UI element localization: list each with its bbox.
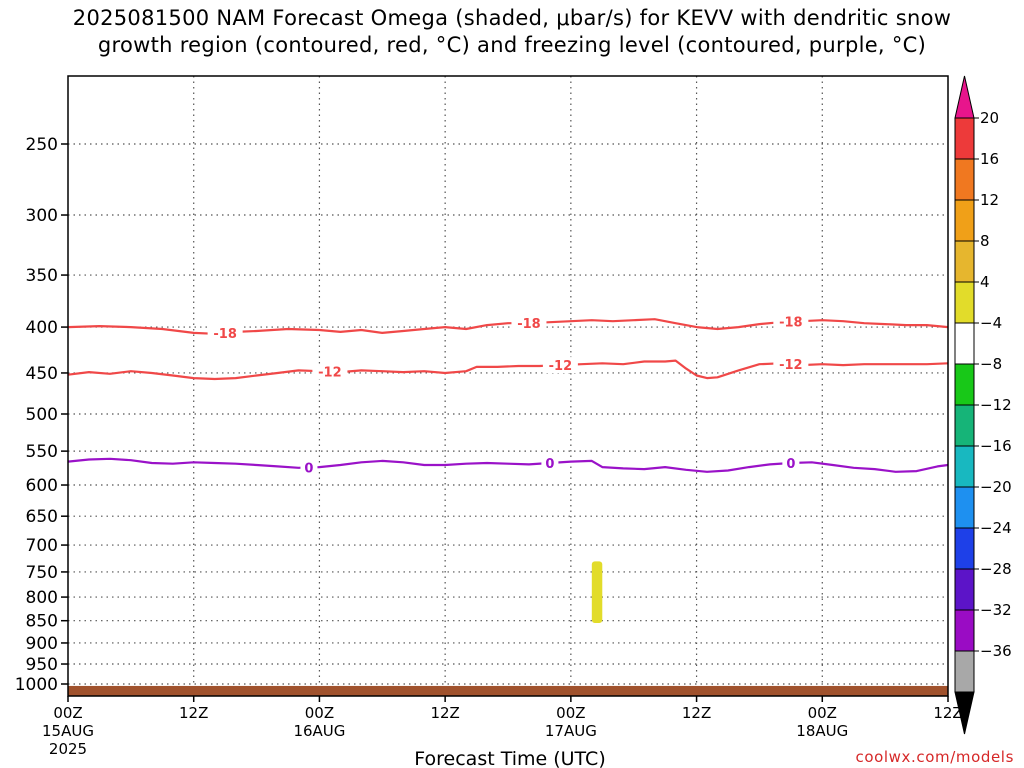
x-tick-date: 18AUG <box>796 722 848 740</box>
colorbar-swatch <box>954 568 975 611</box>
y-tick-label: 550 <box>26 442 58 462</box>
colorbar-swatch <box>954 240 975 283</box>
colorbar-swatch <box>954 199 975 242</box>
colorbar-label: −32 <box>980 601 1012 619</box>
colorbar-swatch <box>954 650 975 693</box>
omega-shaded-region <box>591 561 603 623</box>
contour-label: 0 <box>786 457 795 472</box>
contour-label: -18 <box>779 316 803 331</box>
x-tick-label: 12Z <box>933 704 962 722</box>
contour-line <box>67 457 949 473</box>
y-tick-label: 400 <box>26 318 58 338</box>
colorbar-label: −20 <box>980 478 1012 496</box>
y-tick-label: 950 <box>26 655 58 675</box>
y-tick-label: 450 <box>26 364 58 384</box>
y-tick-label: 600 <box>26 476 58 496</box>
contour-label-bg <box>782 454 800 471</box>
colorbar-swatch <box>954 404 975 447</box>
colorbar-label: −12 <box>980 396 1012 414</box>
colorbar-label: 12 <box>980 191 999 209</box>
colorbar-swatch <box>954 609 975 652</box>
colorbar-swatch <box>954 445 975 488</box>
x-tick-label: 00Z <box>556 704 585 722</box>
colorbar-swatch <box>954 117 975 160</box>
colorbar-label: −4 <box>980 314 1002 332</box>
contour-label: -12 <box>549 359 573 374</box>
contour-label: -18 <box>213 327 237 342</box>
colorbar-label: 20 <box>980 109 999 127</box>
y-tick-label: 250 <box>26 135 58 155</box>
contour-label: 0 <box>545 457 554 472</box>
colorbar-label: −36 <box>980 642 1012 660</box>
contour-label-bg <box>542 357 578 374</box>
colorbar-bottom-arrow <box>954 691 975 735</box>
colorbar-swatch <box>954 322 975 365</box>
x-tick-label: 12Z <box>682 704 711 722</box>
contour-label-bg <box>207 324 243 341</box>
y-tick-label: 350 <box>26 266 58 286</box>
ground-terrain <box>68 685 948 696</box>
y-tick-label: 850 <box>26 612 58 632</box>
x-tick-date: 15AUG <box>42 722 94 740</box>
y-tick-label: 700 <box>26 536 58 556</box>
chart-title-line-1: 2025081500 NAM Forecast Omega (shaded, μ… <box>72 6 952 30</box>
colorbar-label: −8 <box>980 355 1002 373</box>
y-tick-label: 500 <box>26 405 58 425</box>
colorbar-label: −24 <box>980 519 1012 537</box>
contour-label-bg <box>312 363 348 380</box>
x-tick-label: 00Z <box>305 704 334 722</box>
contour-label: -12 <box>318 366 342 381</box>
colorbar-top-arrow <box>954 75 975 119</box>
y-tick-label: 1000 <box>15 675 58 695</box>
x-tick-date: 16AUG <box>293 722 345 740</box>
colorbar-label: 16 <box>980 150 999 168</box>
chart-title-line-2: growth region (contoured, red, °C) and f… <box>97 33 927 57</box>
colorbar-swatch <box>954 527 975 570</box>
watermark: coolwx.com/models <box>855 748 1014 766</box>
colorbar-label: −16 <box>980 437 1012 455</box>
x-axis-label: Forecast Time (UTC) <box>414 748 605 768</box>
y-tick-label: 800 <box>26 588 58 608</box>
contour-label-bg <box>511 315 547 332</box>
y-tick-label: 650 <box>26 507 58 527</box>
y-tick-label: 900 <box>26 634 58 654</box>
colorbar-swatch <box>954 281 975 324</box>
y-tick-label: 750 <box>26 563 58 583</box>
colorbar-swatch <box>954 486 975 529</box>
x-tick-label: 00Z <box>808 704 837 722</box>
x-tick-year: 2025 <box>49 740 87 758</box>
contour-label: -12 <box>779 358 803 373</box>
x-tick-date: 17AUG <box>545 722 597 740</box>
colorbar-label: 8 <box>980 232 990 250</box>
plot-frame <box>67 75 949 697</box>
contour-label: 0 <box>304 461 313 476</box>
colorbar-label: −28 <box>980 560 1012 578</box>
contour-label-bg <box>541 454 559 471</box>
contour-label: -18 <box>517 317 541 332</box>
x-tick-label: 12Z <box>179 704 208 722</box>
y-tick-label: 300 <box>26 206 58 226</box>
contour-label-bg <box>300 459 318 476</box>
x-tick-label: 00Z <box>53 704 82 722</box>
colorbar-label: 4 <box>980 273 990 291</box>
x-tick-label: 12Z <box>430 704 459 722</box>
colorbar-swatch <box>954 158 975 201</box>
contour-label-bg <box>773 313 809 330</box>
contour-line <box>67 359 949 381</box>
colorbar-swatch <box>954 363 975 406</box>
contour-label-bg <box>773 356 809 373</box>
